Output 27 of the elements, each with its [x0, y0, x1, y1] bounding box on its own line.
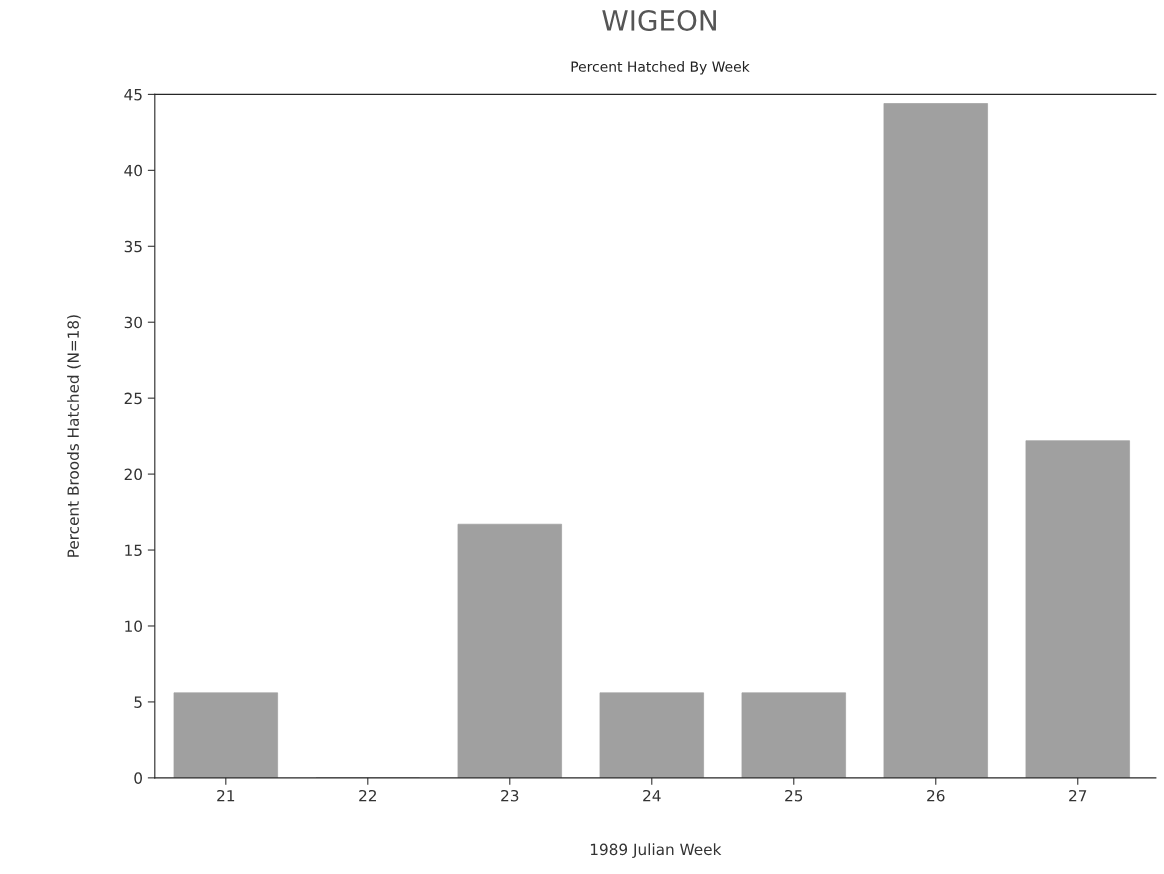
y-tick-label: 10: [125, 620, 142, 632]
y-tick-label: 15: [125, 544, 142, 557]
bar: [599, 692, 704, 778]
y-tick-label: 45: [124, 89, 142, 101]
y-tick-label: 30: [124, 316, 142, 329]
y-tick-label: 25: [124, 392, 142, 405]
x-axis-title: 1989 Julian Week: [590, 843, 722, 859]
bar: [173, 692, 278, 778]
x-tick-label: 23: [501, 789, 519, 802]
y-tick-label: 40: [124, 164, 142, 177]
x-tick-label: 24: [643, 789, 661, 802]
x-tick-label: 21: [217, 789, 235, 802]
y-tick-label: 20: [124, 468, 142, 481]
x-tick-label: 22: [359, 789, 376, 802]
bar: [1025, 440, 1130, 778]
bar: [741, 692, 846, 778]
chart-subtitle: Percent Hatched By Week: [571, 61, 750, 75]
y-tick-label: 5: [134, 696, 142, 708]
y-tick-label: 0: [134, 772, 142, 784]
y-axis-title: Percent Broods Hatched (N=18): [67, 315, 81, 557]
x-tick-label: 27: [1069, 789, 1087, 802]
bar: [457, 523, 562, 778]
chart-title: WIGEON: [602, 9, 716, 31]
y-tick-label: 35: [124, 240, 142, 253]
x-tick-label: 25: [785, 789, 803, 802]
x-tick-label: 26: [927, 789, 945, 802]
bar: [883, 103, 988, 778]
